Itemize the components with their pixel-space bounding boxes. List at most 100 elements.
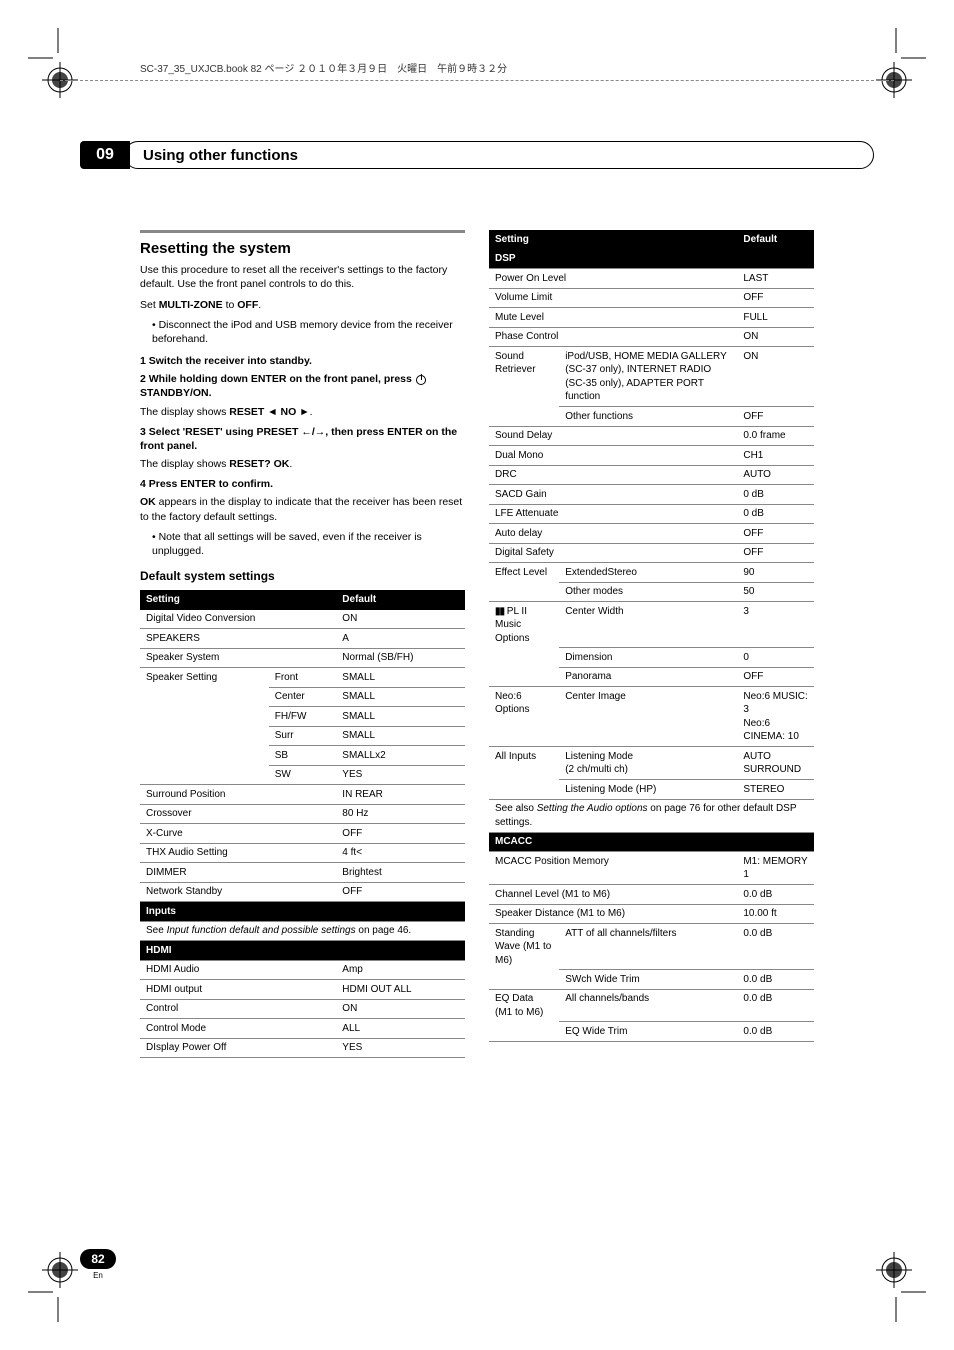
th-setting: Setting	[140, 590, 336, 610]
table-cell-sub: Panorama	[559, 667, 737, 687]
table-cell-setting: ▮▮ PL II Music Options	[489, 602, 559, 648]
table-cell-setting	[489, 407, 559, 427]
table-cell-default: 0	[737, 648, 814, 668]
chapter-header: 09 Using other functions	[80, 138, 874, 172]
table-cell-default: 0.0 dB	[737, 885, 814, 905]
table-cell-default: 0.0 dB	[737, 924, 814, 970]
table-cell-sub: ExtendedStereo	[559, 563, 737, 583]
table-cell-default: ALL	[336, 1019, 465, 1039]
table-cell-setting: Sound Retriever	[489, 347, 559, 407]
step-4: 4 Press ENTER to confirm.	[140, 477, 465, 491]
table-cell-setting: DRC	[489, 465, 737, 485]
step-2: 2 While holding down ENTER on the front …	[140, 372, 465, 400]
right-column: SettingDefault DSP Power On LevelLASTVol…	[489, 230, 814, 1062]
table-cell-setting	[140, 765, 269, 785]
th-default: Default	[336, 590, 465, 610]
table-cell-default: OFF	[737, 407, 814, 427]
table-cell-sub: Other functions	[559, 407, 737, 427]
intro-text: Use this procedure to reset all the rece…	[140, 263, 465, 291]
table-cell-setting: Control Mode	[140, 1019, 336, 1039]
table-cell-setting: SPEAKERS	[140, 629, 336, 649]
power-icon	[416, 375, 426, 385]
table-cell-setting	[140, 746, 269, 766]
registration-mark-br	[876, 1252, 912, 1288]
chapter-number: 09	[80, 141, 130, 169]
table-cell-default: 0.0 dB	[737, 989, 814, 1022]
table-cell-sub: SB	[269, 746, 337, 766]
bullet-list: Disconnect the iPod and USB memory devic…	[140, 318, 465, 346]
table-cell-setting: Mute Level	[489, 308, 737, 328]
table-cell-setting	[489, 970, 559, 990]
table-cell-sub: SWch Wide Trim	[559, 970, 737, 990]
table-cell-default: STEREO	[737, 780, 814, 800]
table-cell-setting: Neo:6 Options	[489, 687, 559, 747]
table-cell-setting: Digital Safety	[489, 543, 737, 563]
settings-table-right: SettingDefault DSP Power On LevelLASTVol…	[489, 230, 814, 1042]
table-cell-default: 0 dB	[737, 485, 814, 505]
page-number-value: 82	[80, 1249, 116, 1269]
table-cell-default: OFF	[336, 824, 465, 844]
table-cell-default: A	[336, 629, 465, 649]
table-cell-setting: THX Audio Setting	[140, 843, 336, 863]
table-cell-default: OFF	[737, 667, 814, 687]
table-cell-sub: Surr	[269, 726, 337, 746]
table-cell-sub: Front	[269, 668, 337, 688]
table-cell-default: SMALL	[336, 726, 465, 746]
table-cell-setting: Power On Level	[489, 269, 737, 289]
table-cell-setting	[489, 1022, 559, 1042]
table-cell-default: LAST	[737, 269, 814, 289]
table-cell-default: 4 ft<	[336, 843, 465, 863]
bullet-item: Disconnect the iPod and USB memory devic…	[152, 318, 465, 346]
table-cell-setting: Standing Wave (M1 to M6)	[489, 924, 559, 970]
left-column: Resetting the system Use this procedure …	[140, 230, 465, 1062]
table-cell-default: SMALL	[336, 668, 465, 688]
table-cell-default: Amp	[336, 960, 465, 980]
table-cell-setting: Speaker Distance (M1 to M6)	[489, 904, 737, 924]
table-cell-default: YES	[336, 1038, 465, 1058]
table-cell-default: SMALL	[336, 687, 465, 707]
table-cell-sub: Center Image	[559, 687, 737, 747]
table-cell-default: OFF	[336, 882, 465, 902]
table-cell-setting	[140, 726, 269, 746]
table-cell-setting: Digital Video Conversion	[140, 610, 336, 629]
table-cell-default: ON	[336, 999, 465, 1019]
table-cell-setting	[489, 582, 559, 602]
th-default: Default	[737, 230, 814, 250]
table-cell-setting: Surround Position	[140, 785, 336, 805]
table-cell-sub: All channels/bands	[559, 989, 737, 1022]
table-cell-setting	[489, 648, 559, 668]
table-cell-sub: iPod/USB, HOME MEDIA GALLERY (SC-37 only…	[559, 347, 737, 407]
table-cell-sub: FH/FW	[269, 707, 337, 727]
table-cell-default: FULL	[737, 308, 814, 328]
table-cell-setting: EQ Data (M1 to M6)	[489, 989, 559, 1022]
subheading-defaults: Default system settings	[140, 568, 465, 584]
table-cell-sub: Center Width	[559, 602, 737, 648]
table-cell-sub: Other modes	[559, 582, 737, 602]
table-cell-default: Brightest	[336, 863, 465, 883]
table-cell-default: 0 dB	[737, 504, 814, 524]
table-cell-default: 50	[737, 582, 814, 602]
page-lang: En	[80, 1271, 116, 1280]
see-also-inputs: See Input function default and possible …	[140, 921, 465, 941]
section-hdmi: HDMI	[140, 941, 465, 961]
table-cell-sub: Center	[269, 687, 337, 707]
table-cell-setting	[489, 780, 559, 800]
table-cell-default: SMALL	[336, 707, 465, 727]
table-cell-default: 0.0 dB	[737, 970, 814, 990]
section-inputs: Inputs	[140, 902, 465, 922]
table-cell-default: 0.0 frame	[737, 426, 814, 446]
intro-text-2: Set MULTI-ZONE to OFF.	[140, 298, 465, 312]
table-cell-setting: Auto delay	[489, 524, 737, 544]
table-cell-setting: Network Standby	[140, 882, 336, 902]
table-cell-default: YES	[336, 765, 465, 785]
table-cell-setting	[140, 687, 269, 707]
table-cell-setting: Effect Level	[489, 563, 559, 583]
header-note: SC-37_35_UXJCB.book 82 ページ ２０１０年３月９日 火曜日…	[140, 60, 507, 75]
page-number: 82 En	[80, 1249, 116, 1280]
table-cell-setting: DIsplay Power Off	[140, 1038, 336, 1058]
step-3: 3 Select 'RESET' using PRESET ←/→, then …	[140, 425, 465, 453]
registration-mark-bl	[42, 1252, 78, 1288]
table-cell-default: IN REAR	[336, 785, 465, 805]
table-cell-setting	[489, 667, 559, 687]
table-cell-sub: EQ Wide Trim	[559, 1022, 737, 1042]
